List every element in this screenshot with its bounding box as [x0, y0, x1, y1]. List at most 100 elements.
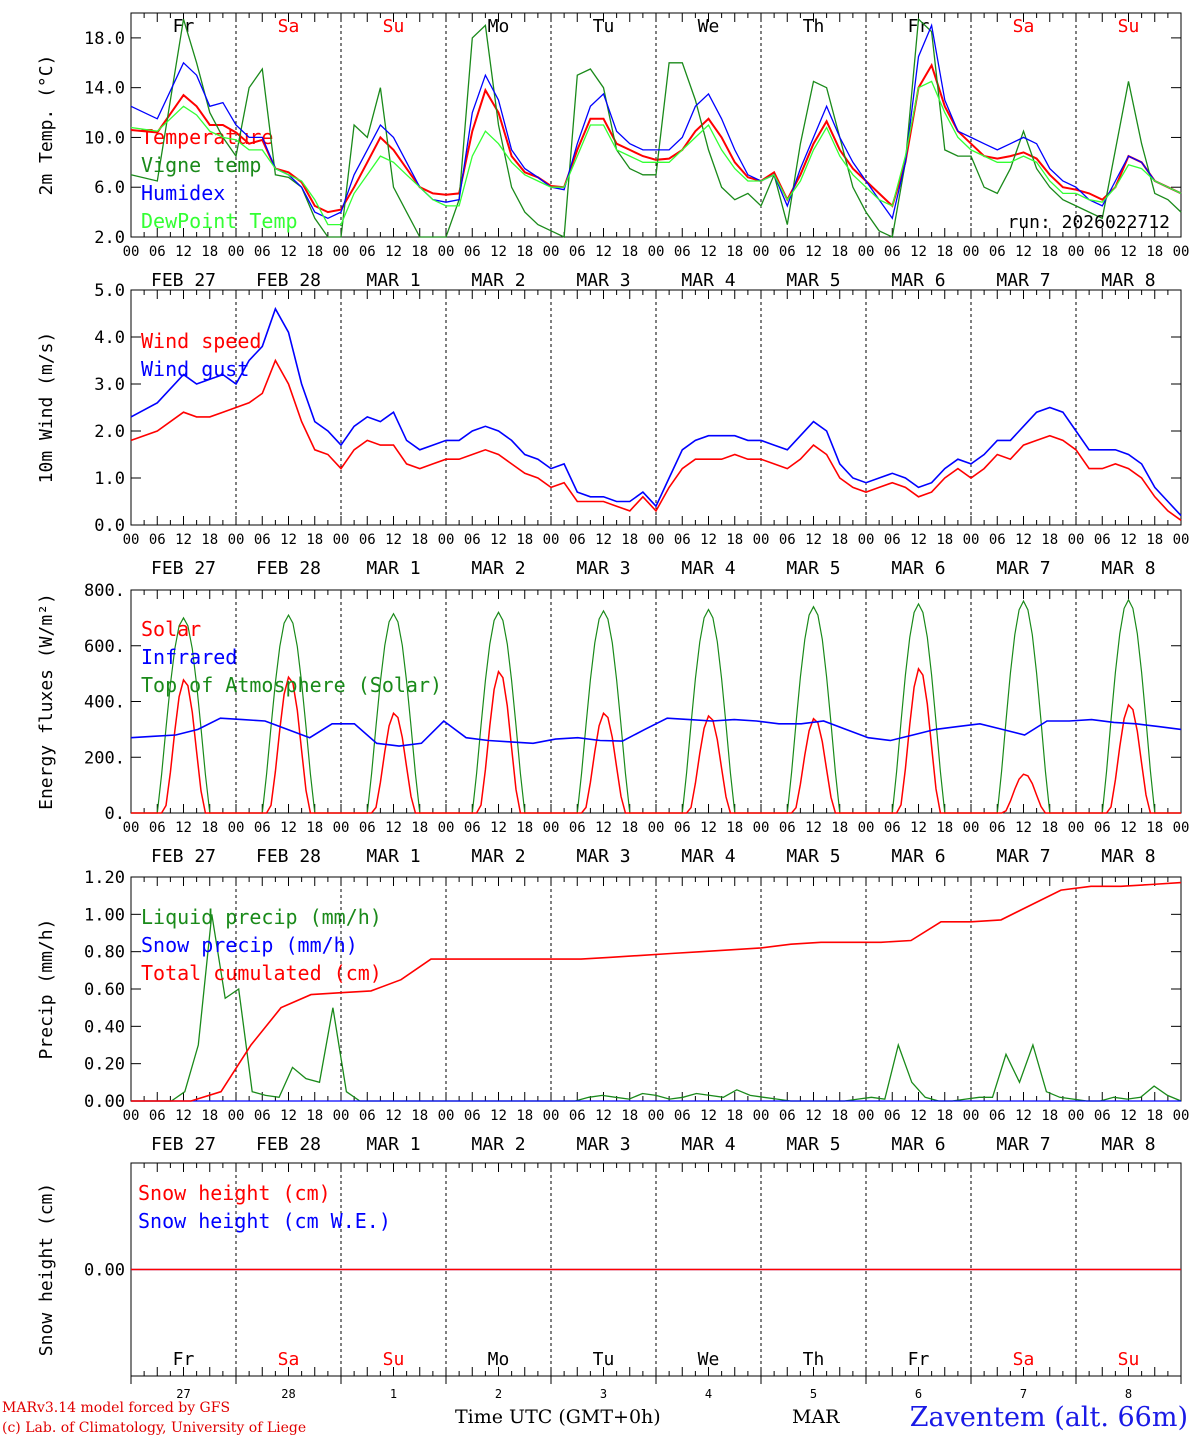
legend-wind-speed: Wind speed [141, 329, 261, 353]
hour-tick-label: 12 [175, 820, 192, 836]
hour-tick-label: 06 [254, 244, 271, 260]
date-label: MAR 3 [576, 270, 630, 291]
hour-tick-label: 12 [700, 820, 717, 836]
hour-tick-label: 12 [700, 1108, 717, 1124]
hour-tick-label: 12 [1015, 820, 1032, 836]
date-label: MAR 4 [681, 270, 735, 291]
day-number: 2 [495, 1387, 502, 1401]
hour-tick-label: 12 [910, 244, 927, 260]
hour-tick-label: 00 [963, 244, 980, 260]
y-tick-label: 18.0 [84, 29, 125, 49]
date-label: FEB 27 [151, 846, 216, 867]
hour-tick-label: 06 [779, 820, 796, 836]
legend-snow-height-cm-: Snow height (cm) [138, 1181, 331, 1205]
hour-tick-label: 12 [805, 244, 822, 260]
hour-tick-label: 18 [621, 244, 638, 260]
hour-tick-label: 06 [989, 820, 1006, 836]
date-label: MAR 8 [1101, 558, 1155, 579]
date-label: MAR 6 [891, 846, 945, 867]
hour-tick-label: 18 [201, 1108, 218, 1124]
hour-tick-label: 18 [831, 820, 848, 836]
hour-tick-label: 18 [1146, 244, 1163, 260]
hour-tick-label: 18 [621, 820, 638, 836]
hour-tick-label: 00 [333, 532, 350, 548]
hour-tick-label: 06 [464, 532, 481, 548]
hour-tick-label: 12 [805, 1108, 822, 1124]
date-label: FEB 27 [151, 558, 216, 579]
hour-tick-label: 12 [910, 820, 927, 836]
hour-tick-label: 12 [175, 1108, 192, 1124]
y-tick-label: 0.20 [84, 1055, 125, 1075]
y-axis-label: 2m Temp. (°C) [36, 55, 57, 196]
hour-tick-label: 18 [1041, 244, 1058, 260]
hour-tick-label: 18 [621, 1108, 638, 1124]
date-label: MAR 1 [366, 558, 420, 579]
legend-wind-gust: Wind gust [141, 357, 249, 381]
hour-tick-label: 18 [411, 244, 428, 260]
y-tick-label: 0. [105, 804, 125, 824]
hour-tick-label: 12 [595, 1108, 612, 1124]
hour-tick-label: 18 [936, 244, 953, 260]
weekday-label: Tu [593, 16, 615, 37]
date-label: MAR 3 [576, 1134, 630, 1155]
hour-tick-label: 00 [1173, 532, 1190, 548]
month-label: MAR [792, 1406, 840, 1428]
hour-tick-label: 00 [123, 820, 140, 836]
series-line-total-cumulated [131, 881, 1182, 1102]
weekday-label-bottom: Fr [908, 1349, 930, 1370]
hour-tick-label: 06 [779, 1108, 796, 1124]
legend-liquid-precip-mm-h-: Liquid precip (mm/h) [141, 905, 382, 929]
hour-tick-label: 12 [700, 532, 717, 548]
hour-tick-label: 06 [149, 244, 166, 260]
date-label: MAR 4 [681, 1134, 735, 1155]
weekday-label: Fr [173, 16, 195, 37]
hour-tick-label: 06 [1094, 244, 1111, 260]
hour-tick-label: 18 [516, 1108, 533, 1124]
y-tick-label: 10.0 [84, 128, 125, 148]
hour-tick-label: 18 [1146, 532, 1163, 548]
hour-tick-label: 06 [569, 1108, 586, 1124]
hour-tick-label: 00 [228, 532, 245, 548]
y-axis-label: 10m Wind (m/s) [36, 332, 57, 484]
hour-tick-label: 06 [359, 1108, 376, 1124]
series-line-humidex [130, 23, 1182, 220]
date-label: FEB 28 [256, 846, 321, 867]
date-label: MAR 7 [996, 846, 1050, 867]
y-tick-label: 800. [84, 581, 125, 601]
hour-tick-label: 06 [254, 1108, 271, 1124]
hour-tick-label: 00 [438, 820, 455, 836]
y-tick-label: 6.0 [94, 178, 125, 198]
y-tick-label: 2.0 [94, 422, 125, 442]
hour-tick-label: 18 [831, 244, 848, 260]
day-number: 3 [600, 1387, 607, 1401]
hour-tick-label: 00 [858, 820, 875, 836]
series-line-dewpoint-temp [130, 80, 1182, 226]
hour-tick-label: 18 [516, 820, 533, 836]
credit-model: MARv3.14 model forced by GFS [2, 1400, 231, 1416]
hour-tick-label: 18 [726, 1108, 743, 1124]
hour-tick-label: 06 [254, 532, 271, 548]
day-number: 28 [281, 1387, 295, 1401]
hour-tick-label: 06 [674, 820, 691, 836]
hour-tick-label: 12 [280, 1108, 297, 1124]
hour-tick-label: 00 [543, 1108, 560, 1124]
legend-snow-precip-mm-h-: Snow precip (mm/h) [141, 933, 358, 957]
hour-tick-label: 18 [516, 244, 533, 260]
hour-tick-label: 18 [1041, 1108, 1058, 1124]
credit-lab: (c) Lab. of Climatology, University of L… [2, 1420, 307, 1436]
y-tick-label: 5.0 [94, 281, 125, 301]
date-label: MAR 2 [471, 270, 525, 291]
hour-tick-label: 12 [280, 244, 297, 260]
hour-tick-label: 06 [989, 244, 1006, 260]
hour-tick-label: 00 [1173, 820, 1190, 836]
weekday-label: Su [383, 16, 405, 37]
hour-tick-label: 12 [280, 532, 297, 548]
date-label: MAR 3 [576, 558, 630, 579]
hour-tick-label: 06 [464, 1108, 481, 1124]
panel-4: 0.00 0.20 0.40 0.60 0.80 1.00 1.20 Precip (mm/h… [36, 868, 1189, 1155]
series-line-infrared [130, 717, 1182, 747]
hour-tick-label: 00 [333, 244, 350, 260]
date-label: MAR 1 [366, 846, 420, 867]
hour-tick-label: 12 [595, 532, 612, 548]
